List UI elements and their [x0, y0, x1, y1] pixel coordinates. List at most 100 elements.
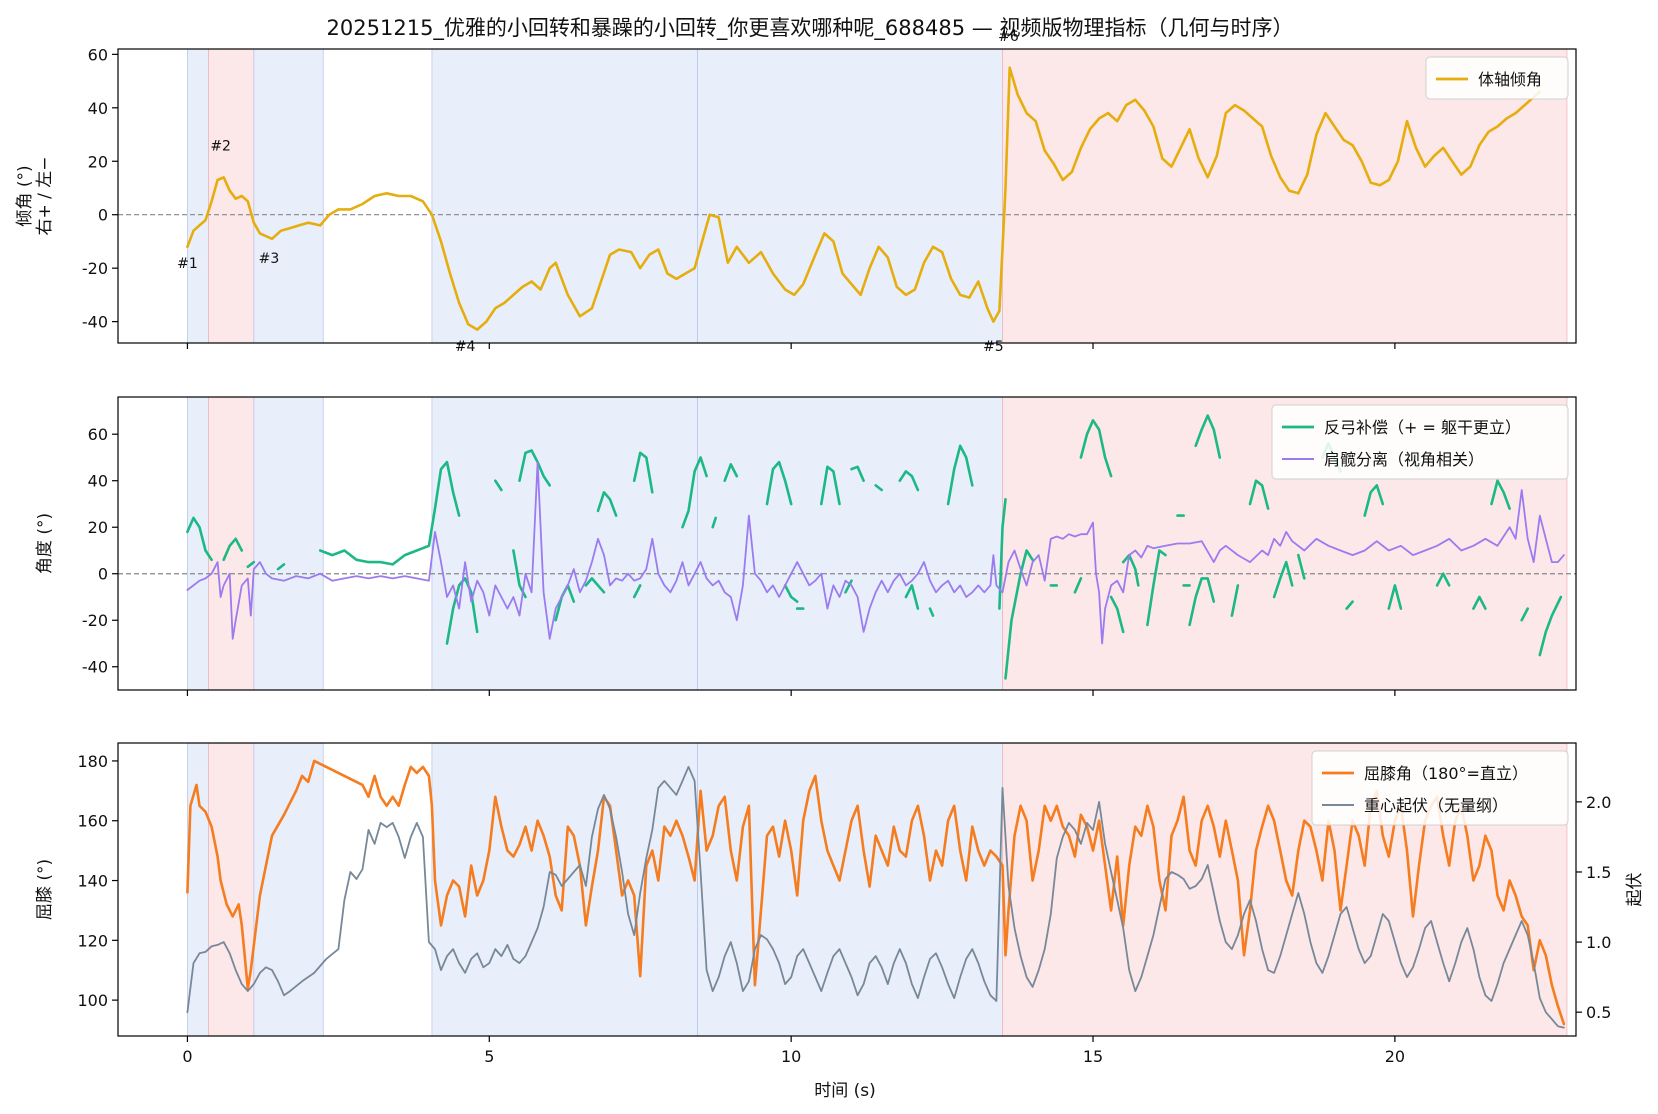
y-tick-label: 60: [88, 45, 108, 64]
series-line-counter-segment: [222, 537, 244, 562]
series-line-counter-segment: [276, 563, 286, 571]
annotation-label: #6: [998, 29, 1019, 45]
y-tick-label: 60: [88, 425, 108, 444]
figure-title: 20251215_优雅的小回转和暴躁的小回转_你更喜欢哪种呢_688485 — …: [327, 16, 1294, 41]
y-tick-label: 160: [77, 812, 108, 831]
y-tick-label: 40: [88, 472, 108, 491]
legend-entry: 体轴倾角: [1478, 70, 1542, 89]
series-line-counter-segment: [318, 460, 461, 566]
axes-frame: [117, 742, 1577, 1037]
series-line-counter-segment: [1387, 584, 1403, 610]
y-tick-label: 140: [77, 872, 108, 891]
legend: 体轴倾角: [1425, 56, 1569, 100]
y-tick-label: 20: [88, 518, 108, 537]
series-line-counter-segment: [998, 498, 1007, 610]
series-line-com: [186, 765, 1565, 1029]
phase-span-blue: [253, 49, 324, 343]
legend-box: [1311, 750, 1569, 826]
series-line-counter-segment: [1363, 484, 1385, 517]
y-right-tick-label: 1.0: [1586, 933, 1611, 952]
phase-span-red: [208, 743, 255, 1036]
series-line-counter-segment: [186, 516, 213, 562]
series-line-counter-segment: [1345, 600, 1354, 610]
series-line-counter-segment: [1230, 584, 1240, 617]
y-axis-label: 屈膝 (°): [35, 859, 55, 920]
y-tick-label: 0: [98, 565, 108, 584]
series-line-counter-segment: [850, 465, 865, 482]
y-tick-label: 40: [88, 99, 108, 118]
legend-entry: 屈膝角（180°=直立）: [1364, 764, 1528, 783]
series-line-counter-segment: [820, 465, 841, 506]
series-line-counter-segment: [928, 607, 935, 617]
y-tick-label: -40: [82, 658, 108, 677]
annotation-label: #1: [177, 256, 198, 272]
series-line-counter-segment: [596, 491, 618, 517]
x-tick-label: 5: [484, 1047, 494, 1066]
y-right-tick-label: 0.5: [1586, 1003, 1611, 1022]
x-axis-label: 时间 (s): [814, 1081, 876, 1101]
y-axis-right-label: 起伏: [1625, 873, 1645, 907]
series-line-counter-segment: [1248, 479, 1270, 510]
series-line-counter-segment: [632, 451, 654, 494]
series-line-counter-segment: [681, 456, 708, 529]
x-tick-label: 10: [781, 1047, 801, 1066]
y-tick-label: 180: [77, 752, 108, 771]
annotation-label: #5: [983, 339, 1004, 355]
series-line-counter-segment: [1073, 577, 1083, 594]
series-line-counter-segment: [632, 584, 642, 599]
series-line-counter-segment: [494, 479, 503, 492]
y-axis-label: 倾角 (°): [15, 165, 35, 226]
series-line-counter-segment: [1538, 595, 1563, 657]
legend-box: [1271, 404, 1569, 480]
y-tick-label: 0: [98, 206, 108, 225]
axes-frame: [117, 396, 1577, 691]
panel-angles: -40 -20 0 20 40 60 角度 (°) 反弓补偿（+ = 躯干更立） 肩髋分离（视角…: [35, 396, 1577, 696]
series-line-counter-segment: [1079, 419, 1113, 478]
series-line-counter-segment: [1297, 553, 1306, 580]
phase-span-blue: [431, 49, 698, 343]
series-line-counter-segment: [1146, 549, 1167, 627]
legend-box: [1425, 56, 1569, 100]
legend: 反弓补偿（+ = 躯干更立） 肩髋分离（视角相关）: [1271, 404, 1569, 480]
y-tick-label: -20: [82, 611, 108, 630]
phase-span-red: [208, 49, 255, 343]
x-tick-label: 0: [182, 1047, 192, 1066]
series-line-counter-segment: [783, 584, 799, 603]
series-line-counter-segment: [1121, 553, 1140, 587]
series-line-counter-segment: [1194, 414, 1222, 459]
legend-entry: 重心起伏（无量纲）: [1364, 796, 1508, 815]
series-line-counter-segment: [1109, 595, 1125, 634]
series-line-tilt: [186, 66, 1542, 331]
series-line-counter-segment: [1520, 607, 1529, 622]
series-line-knee: [186, 759, 1566, 1026]
series-line-counter-segment: [584, 577, 606, 594]
phase-span-blue: [697, 397, 1003, 690]
series-line-counter-segment: [898, 470, 920, 492]
y-tick-label: 120: [77, 931, 108, 950]
series-line-counter-segment: [844, 579, 853, 594]
y-tick-label: -40: [82, 313, 108, 332]
axes-frame: [117, 48, 1577, 344]
panels: #1 #2 #3 #4 #5 #6 -40 -20 0 20 40 60 倾角 (°) 右+ / 左− 体轴…: [15, 29, 1645, 1066]
series-line-counter-segment: [874, 484, 883, 492]
series-line-counter-segment: [1490, 479, 1511, 510]
phase-span-blue: [431, 397, 698, 690]
series-line-counter-segment: [1272, 560, 1294, 599]
phase-span-blue: [697, 743, 1003, 1036]
plot-area: [118, 49, 1576, 343]
series-line-counter-segment: [1004, 549, 1034, 680]
legend-entry: 反弓补偿（+ = 躯干更立）: [1324, 418, 1521, 437]
annotation-label: #4: [455, 339, 476, 355]
legend: 屈膝角（180°=直立） 重心起伏（无量纲）: [1311, 750, 1569, 826]
x-tick-label: 15: [1083, 1047, 1103, 1066]
series-line-counter-segment: [246, 560, 256, 569]
series-line-counter-segment: [904, 584, 920, 610]
series-line-counter-segment: [946, 444, 974, 506]
series-line-counter-segment: [1472, 595, 1487, 610]
y-tick-label: 100: [77, 991, 108, 1010]
series-line-counter-segment: [765, 460, 793, 506]
series-line-separation: [186, 461, 1565, 645]
y-tick-label: 20: [88, 152, 108, 171]
y-axis-label-secondary: 右+ / 左−: [35, 156, 55, 235]
